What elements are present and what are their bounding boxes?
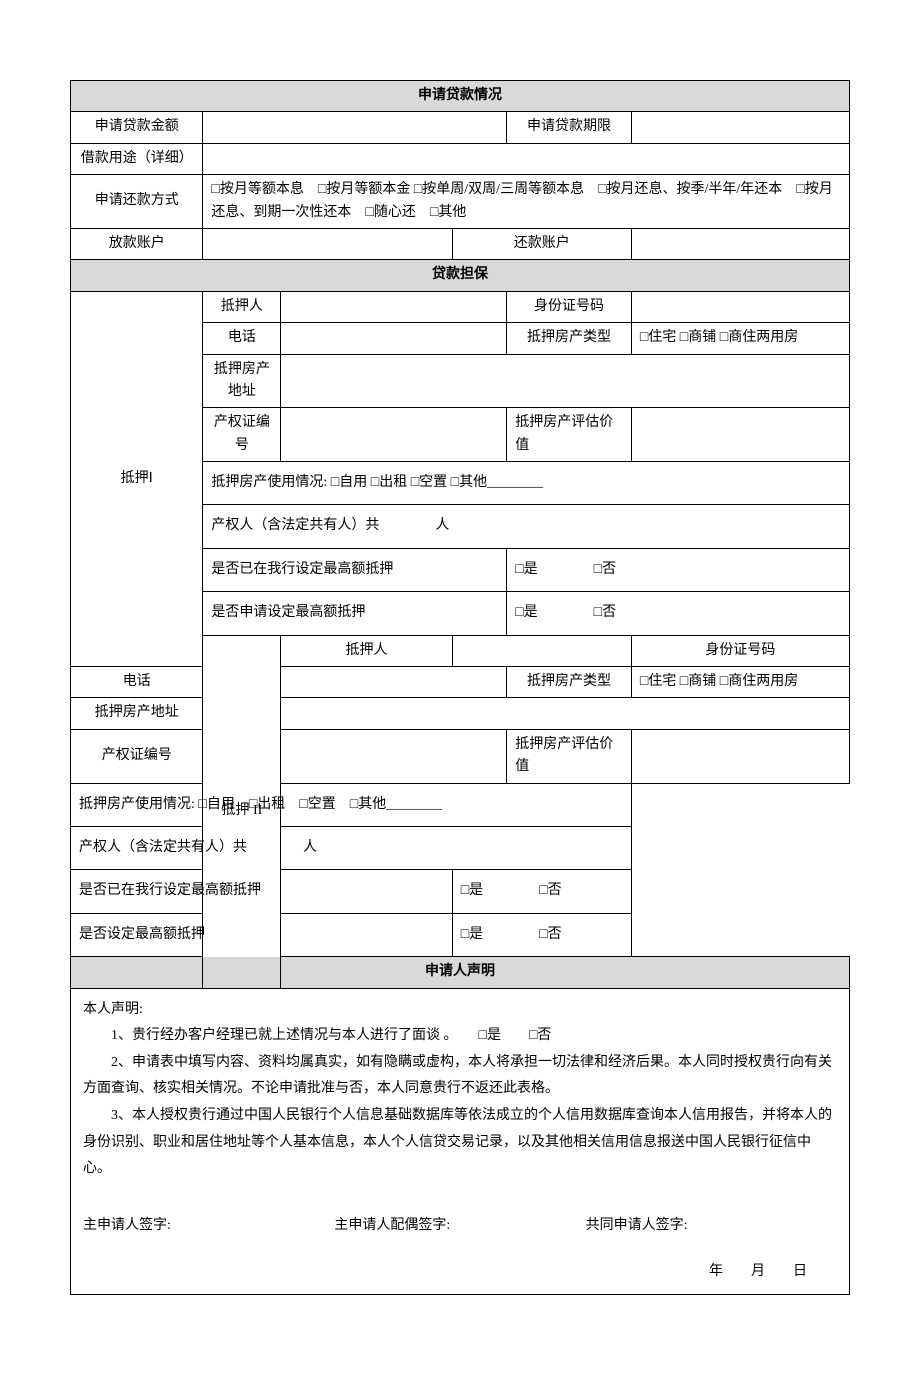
m2-phone-value[interactable] (281, 667, 507, 698)
disb-acct-label: 放款账户 (71, 228, 203, 259)
m1-appraisal-label: 抵押房产评估价值 (507, 408, 632, 462)
sig-co: 共同申请人签字: (586, 1213, 837, 1240)
m2-cert-value[interactable] (281, 729, 507, 783)
sig-date: 年 月 日 (83, 1259, 837, 1286)
m2-ptype-options[interactable]: □住宅 □商铺 □商住两用房 (631, 667, 849, 698)
m2-phone-label: 电话 (71, 667, 203, 698)
loan-amount-value[interactable] (203, 112, 507, 143)
loan-form-table: 申请贷款情况 申请贷款金额 申请贷款期限 借款用途（详细） 申请还款方式 □按月… (70, 80, 850, 989)
m1-cert-value[interactable] (281, 408, 507, 462)
decl-p3: 3、本人授权贵行通过中国人民银行个人信息基础数据库等依法成立的个人信用数据库查询… (83, 1103, 837, 1183)
declaration-body: 本人声明: 1、贵行经办客户经理已就上述情况与本人进行了面谈 。 □是 □否 2… (70, 989, 850, 1295)
m1-id-label: 身份证号码 (507, 291, 632, 322)
m2-cert-label: 产权证编号 (71, 729, 203, 783)
m1-usage[interactable]: 抵押房产使用情况: □自用 □出租 □空置 □其他________ (203, 462, 850, 505)
m2-applymax-yn[interactable]: □是 □否 (452, 913, 631, 956)
section-declare: 申请人声明 (71, 957, 850, 988)
m2-addr-label: 抵押房产地址 (71, 698, 203, 729)
m2-usage[interactable]: 抵押房产使用情况: □自用 □出租 □空置 □其他________ (71, 783, 632, 826)
m1-addr-value[interactable] (281, 354, 850, 408)
m2-setmax-label: 是否已在我行设定最高额抵押 (71, 870, 453, 913)
m2-applymax-label: 是否设定最高额抵押 (71, 913, 453, 956)
section-guarantee: 贷款担保 (71, 260, 850, 291)
loan-term-label: 申请贷款期限 (507, 112, 632, 143)
m1-ptype-options[interactable]: □住宅 □商铺 □商住两用房 (631, 323, 849, 354)
repay-method-label: 申请还款方式 (71, 175, 203, 229)
m1-phone-value[interactable] (281, 323, 507, 354)
m1-mortgagor-label: 抵押人 (203, 291, 281, 322)
loan-purpose-label: 借款用途（详细） (71, 143, 203, 174)
m1-setmax-yn[interactable]: □是 □否 (507, 548, 850, 591)
m2-appraisal-label: 抵押房产评估价值 (507, 729, 632, 783)
m1-applymax-yn[interactable]: □是 □否 (507, 592, 850, 635)
m1-ptype-label: 抵押房产类型 (507, 323, 632, 354)
m1-cert-label: 产权证编号 (203, 408, 281, 462)
mortgage1-title: 抵押Ⅰ (71, 291, 203, 666)
m1-id-value[interactable] (631, 291, 849, 322)
m2-mortgagor-label: 抵押人 (281, 635, 452, 666)
decl-heading: 本人声明: (83, 997, 837, 1024)
m2-setmax-yn[interactable]: □是 □否 (452, 870, 631, 913)
m1-owners[interactable]: 产权人（含法定共有人）共 人 (203, 505, 850, 548)
loan-purpose-value[interactable] (203, 143, 850, 174)
m2-ptype-label: 抵押房产类型 (507, 667, 632, 698)
m1-addr-label: 抵押房产地址 (203, 354, 281, 408)
m2-owners[interactable]: 产权人（含法定共有人）共 人 (71, 826, 632, 869)
loan-amount-label: 申请贷款金额 (71, 112, 203, 143)
m1-mortgagor-value[interactable] (281, 291, 507, 322)
repay-method-options[interactable]: □按月等额本息 □按月等额本金 □按单周/双周/三周等额本息 □按月还息、按季/… (203, 175, 850, 229)
disb-acct-value[interactable] (203, 228, 452, 259)
m1-setmax-label: 是否已在我行设定最高额抵押 (203, 548, 507, 591)
m1-appraisal-value[interactable] (631, 408, 849, 462)
decl-p1: 1、贵行经办客户经理已就上述情况与本人进行了面谈 。 □是 □否 (83, 1023, 837, 1050)
repay-acct-value[interactable] (631, 228, 849, 259)
m2-id-label: 身份证号码 (631, 635, 849, 666)
sig-main: 主申请人签字: (83, 1213, 334, 1240)
m2-mortgagor-value[interactable] (452, 635, 631, 666)
loan-term-value[interactable] (631, 112, 849, 143)
m1-applymax-label: 是否申请设定最高额抵押 (203, 592, 507, 635)
section-loan: 申请贷款情况 (71, 81, 850, 112)
m2-addr-value[interactable] (281, 698, 850, 729)
m1-phone-label: 电话 (203, 323, 281, 354)
m2-appraisal-value[interactable] (631, 729, 849, 783)
repay-acct-label: 还款账户 (452, 228, 631, 259)
decl-p2: 2、申请表中填写内容、资料均属真实，如有隐瞒或虚构，本人将承担一切法律和经济后果… (83, 1050, 837, 1103)
sig-spouse: 主申请人配偶签字: (334, 1213, 585, 1240)
